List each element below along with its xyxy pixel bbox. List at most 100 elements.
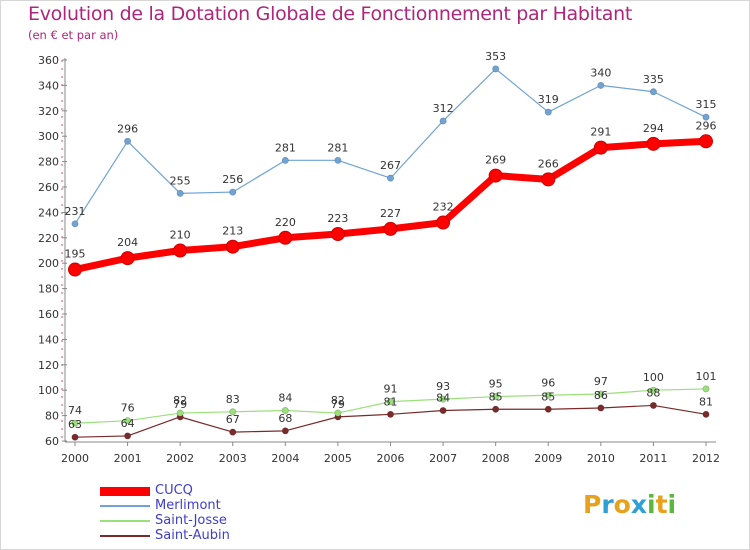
data-point-merlimont [334,156,342,164]
data-label-saint-josse: 91 [384,383,398,396]
data-label-saint-josse: 82 [331,394,345,407]
proxiti-logo: Proxiti [583,490,676,519]
data-point-saint-aubin [702,410,710,418]
data-label-saint-aubin: 86 [594,389,608,402]
data-label-merlimont: 353 [485,50,506,63]
data-label-saint-josse: 84 [278,392,292,405]
data-label-cucq: 213 [222,225,243,238]
data-label-merlimont: 335 [643,73,664,86]
legend-swatch-saint-josse [100,520,150,522]
data-label-saint-josse: 74 [68,404,82,417]
data-label-saint-josse: 83 [226,393,240,406]
data-label-saint-josse: 95 [489,378,503,391]
y-tick-label: 60 [45,435,59,448]
x-tick-label: 2011 [639,452,667,465]
data-label-merlimont: 312 [433,102,454,115]
data-point-cucq [699,134,713,149]
data-point-saint-aubin [439,407,447,415]
data-point-cucq [278,230,293,245]
data-label-saint-aubin: 64 [121,417,135,430]
y-tick-label: 300 [38,130,59,143]
x-tick-label: 2006 [377,452,405,465]
data-point-saint-josse [281,407,289,415]
data-point-saint-josse [176,409,184,417]
data-label-saint-aubin: 79 [331,398,345,411]
y-tick-label: 360 [38,54,59,67]
data-label-cucq: 291 [590,126,611,139]
data-point-merlimont [386,174,394,182]
data-point-saint-josse [544,391,552,399]
y-tick-label: 200 [38,257,59,270]
axes: 60 80 100 120 140 160 180 200 220 240 260 280 300 320… [38,54,720,465]
data-point-cucq [383,221,398,236]
data-label-cucq: 269 [485,154,506,167]
data-point-merlimont [597,81,605,89]
legend: CUCQ Merlimont Saint-Josse Saint-Aubin [100,483,340,544]
data-point-saint-aubin [492,405,500,413]
data-point-saint-josse [649,386,657,394]
data-label-saint-josse: 96 [541,376,555,389]
data-label-cucq: 266 [538,157,559,170]
data-point-cucq [488,168,503,183]
data-point-cucq [173,243,188,258]
data-point-saint-josse [492,393,500,401]
data-point-merlimont [649,88,657,96]
data-point-saint-aubin [386,410,394,418]
logo-letter: t [655,490,668,519]
data-point-saint-aubin [544,405,552,413]
data-label-cucq: 204 [117,236,138,249]
data-point-saint-aubin [281,427,289,435]
data-label-merlimont: 319 [538,93,559,106]
legend-item-merlimont: Merlimont [100,498,340,514]
legend-swatch-cucq [100,487,150,496]
data-point-saint-aubin [649,401,657,409]
data-point-saint-josse [597,390,605,398]
data-point-merlimont [702,113,710,121]
data-label-cucq: 294 [643,122,664,135]
legend-item-cucq: CUCQ [100,483,340,499]
data-label-saint-aubin: 68 [278,412,292,425]
chart-title: Evolution de la Dotation Globale de Fonc… [28,3,633,25]
data-point-merlimont [439,117,447,125]
legend-item-saint-josse: Saint-Josse [100,513,340,529]
y-tick-label: 140 [38,333,59,346]
data-point-saint-josse [334,409,342,417]
y-tick-label: 120 [38,359,59,372]
data-label-saint-josse: 97 [594,375,608,388]
data-point-cucq [330,226,345,241]
logo-letter: o [613,490,631,519]
x-tick-label: 2002 [166,452,194,465]
data-label-cucq: 232 [433,201,454,214]
data-point-saint-josse [702,385,710,393]
data-point-cucq [120,251,135,266]
data-point-saint-josse [124,417,132,425]
data-label-merlimont: 256 [222,173,243,186]
data-label-merlimont: 255 [170,174,191,187]
y-tick-label: 100 [38,384,59,397]
data-point-saint-josse [71,419,79,427]
logo-letter: x [630,490,647,519]
data-label-cucq: 195 [65,248,86,261]
legend-label-saint-josse: Saint-Josse [155,513,227,528]
legend-item-saint-aubin: Saint-Aubin [100,528,340,544]
x-tick-label: 2000 [61,452,89,465]
series-points [68,65,713,441]
legend-label-cucq: CUCQ [155,483,193,498]
data-label-merlimont: 315 [696,98,717,111]
y-tick-label: 180 [38,283,59,296]
x-tick-label: 2008 [482,452,510,465]
data-label-merlimont: 231 [65,205,86,218]
data-point-merlimont [176,189,184,197]
data-label-cucq: 210 [170,229,191,242]
data-point-saint-aubin [124,432,132,440]
data-point-cucq [646,136,661,151]
data-label-saint-aubin: 67 [226,413,240,426]
data-point-saint-aubin [597,404,605,412]
data-label-saint-aubin: 88 [646,386,660,399]
data-label-cucq: 296 [696,119,717,132]
data-label-merlimont: 267 [380,159,401,172]
legend-label-saint-aubin: Saint-Aubin [155,528,230,543]
data-point-cucq [225,239,240,254]
